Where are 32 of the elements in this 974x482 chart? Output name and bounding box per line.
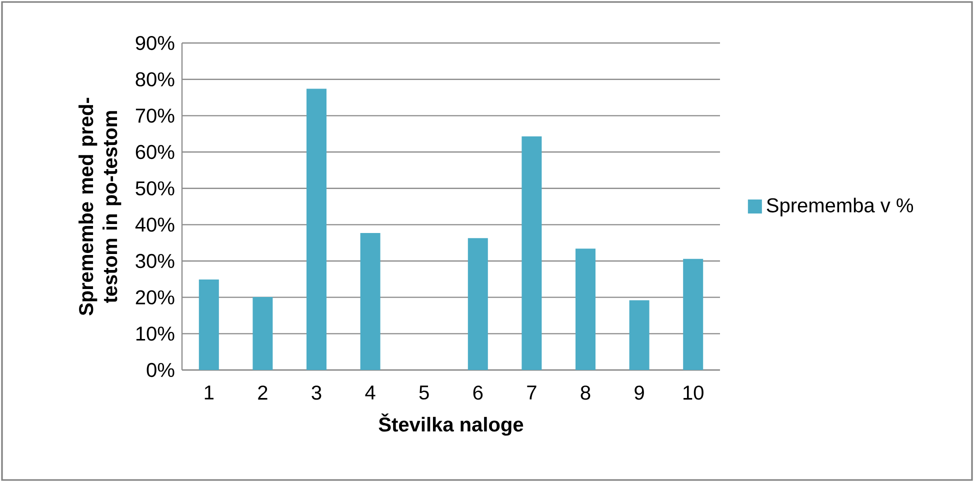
x-axis-title: Številka naloge [378, 413, 524, 436]
y-tick-label: 20% [136, 290, 174, 304]
y-tick-label: 60% [136, 144, 174, 160]
y-axis-title: Spremembe med pred-testom in po-testom [78, 98, 122, 316]
bar [360, 233, 380, 370]
x-tick-label: 7 [527, 386, 536, 400]
x-tick-label: 9 [634, 386, 644, 400]
x-tick-label: 6 [473, 386, 483, 400]
x-tick-label: 5 [419, 386, 429, 400]
y-tick-label: 40% [135, 218, 174, 232]
y-tick-label: 50% [136, 181, 174, 196]
bar [629, 300, 650, 370]
y-tick-label: 0% [146, 362, 174, 378]
bar [522, 136, 542, 370]
x-tick-label: 1 [204, 386, 214, 400]
bar [252, 296, 273, 370]
y-tick-label: 10% [136, 326, 174, 341]
y-tick-label: 90% [136, 36, 174, 50]
bar [468, 238, 488, 370]
x-tick-label: 3 [312, 386, 322, 400]
legend-label: Sprememba v % [766, 198, 914, 216]
y-tick-label: 80% [136, 72, 174, 86]
bar [306, 88, 326, 370]
bar [683, 258, 704, 370]
bar [576, 248, 596, 370]
x-tick-label: 8 [580, 386, 590, 400]
x-tick-label: 4 [365, 386, 376, 400]
x-tick-label: 2 [258, 386, 268, 400]
x-tick-label: 10 [684, 386, 704, 400]
y-tick-label: 30% [136, 254, 174, 268]
bar [198, 280, 219, 370]
y-tick-label: 70% [136, 108, 174, 123]
